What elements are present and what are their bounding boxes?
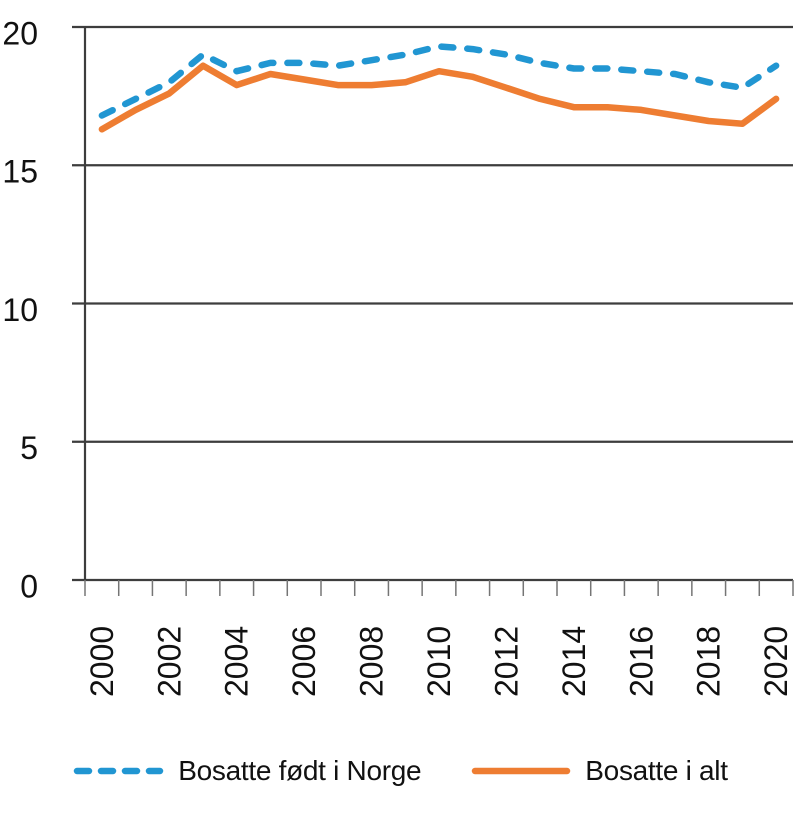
chart-legend: Bosatte født i Norge Bosatte i alt <box>0 755 800 787</box>
legend-label: Bosatte født i Norge <box>178 755 422 786</box>
x-axis-tick-label: 2006 <box>286 626 322 697</box>
x-axis-tick-label: 2000 <box>84 626 120 697</box>
x-axis-tick-label: 2012 <box>488 626 524 697</box>
series-line-1 <box>98 62 780 133</box>
legend-dashed-line-sample <box>74 767 164 775</box>
x-axis-tick-label: 2010 <box>421 626 457 697</box>
y-axis-tick-label: 10 <box>2 292 38 328</box>
x-axis-tick-label: 2016 <box>623 626 659 697</box>
y-axis-tick-label: 20 <box>2 15 38 51</box>
x-axis-tick-label: 2008 <box>354 626 390 697</box>
y-axis-tick-label: 5 <box>20 430 38 466</box>
x-axis-tick-label: 2018 <box>691 626 727 697</box>
legend-solid-line-sample <box>472 767 571 775</box>
x-axis-tick-label: 2014 <box>556 626 592 697</box>
x-axis-tick-label: 2020 <box>758 626 794 697</box>
x-axis-tick-label: 2002 <box>151 626 187 697</box>
legend-label: Bosatte i alt <box>585 755 728 786</box>
x-axis-tick-label: 2004 <box>219 626 255 697</box>
y-axis-tick-label: 0 <box>20 568 38 604</box>
legend-item-bosatte-i-alt: Bosatte i alt <box>471 755 728 787</box>
chart-plot-area: 0 5 10 15 20 2000 2002 2004 2006 2008 2010 2012 2014… <box>2 15 794 697</box>
legend-item-bosatte-fodt-i-norge: Bosatte født i Norge <box>72 755 422 787</box>
series-line-0 <box>98 43 780 119</box>
y-axis-tick-label: 15 <box>2 154 38 190</box>
